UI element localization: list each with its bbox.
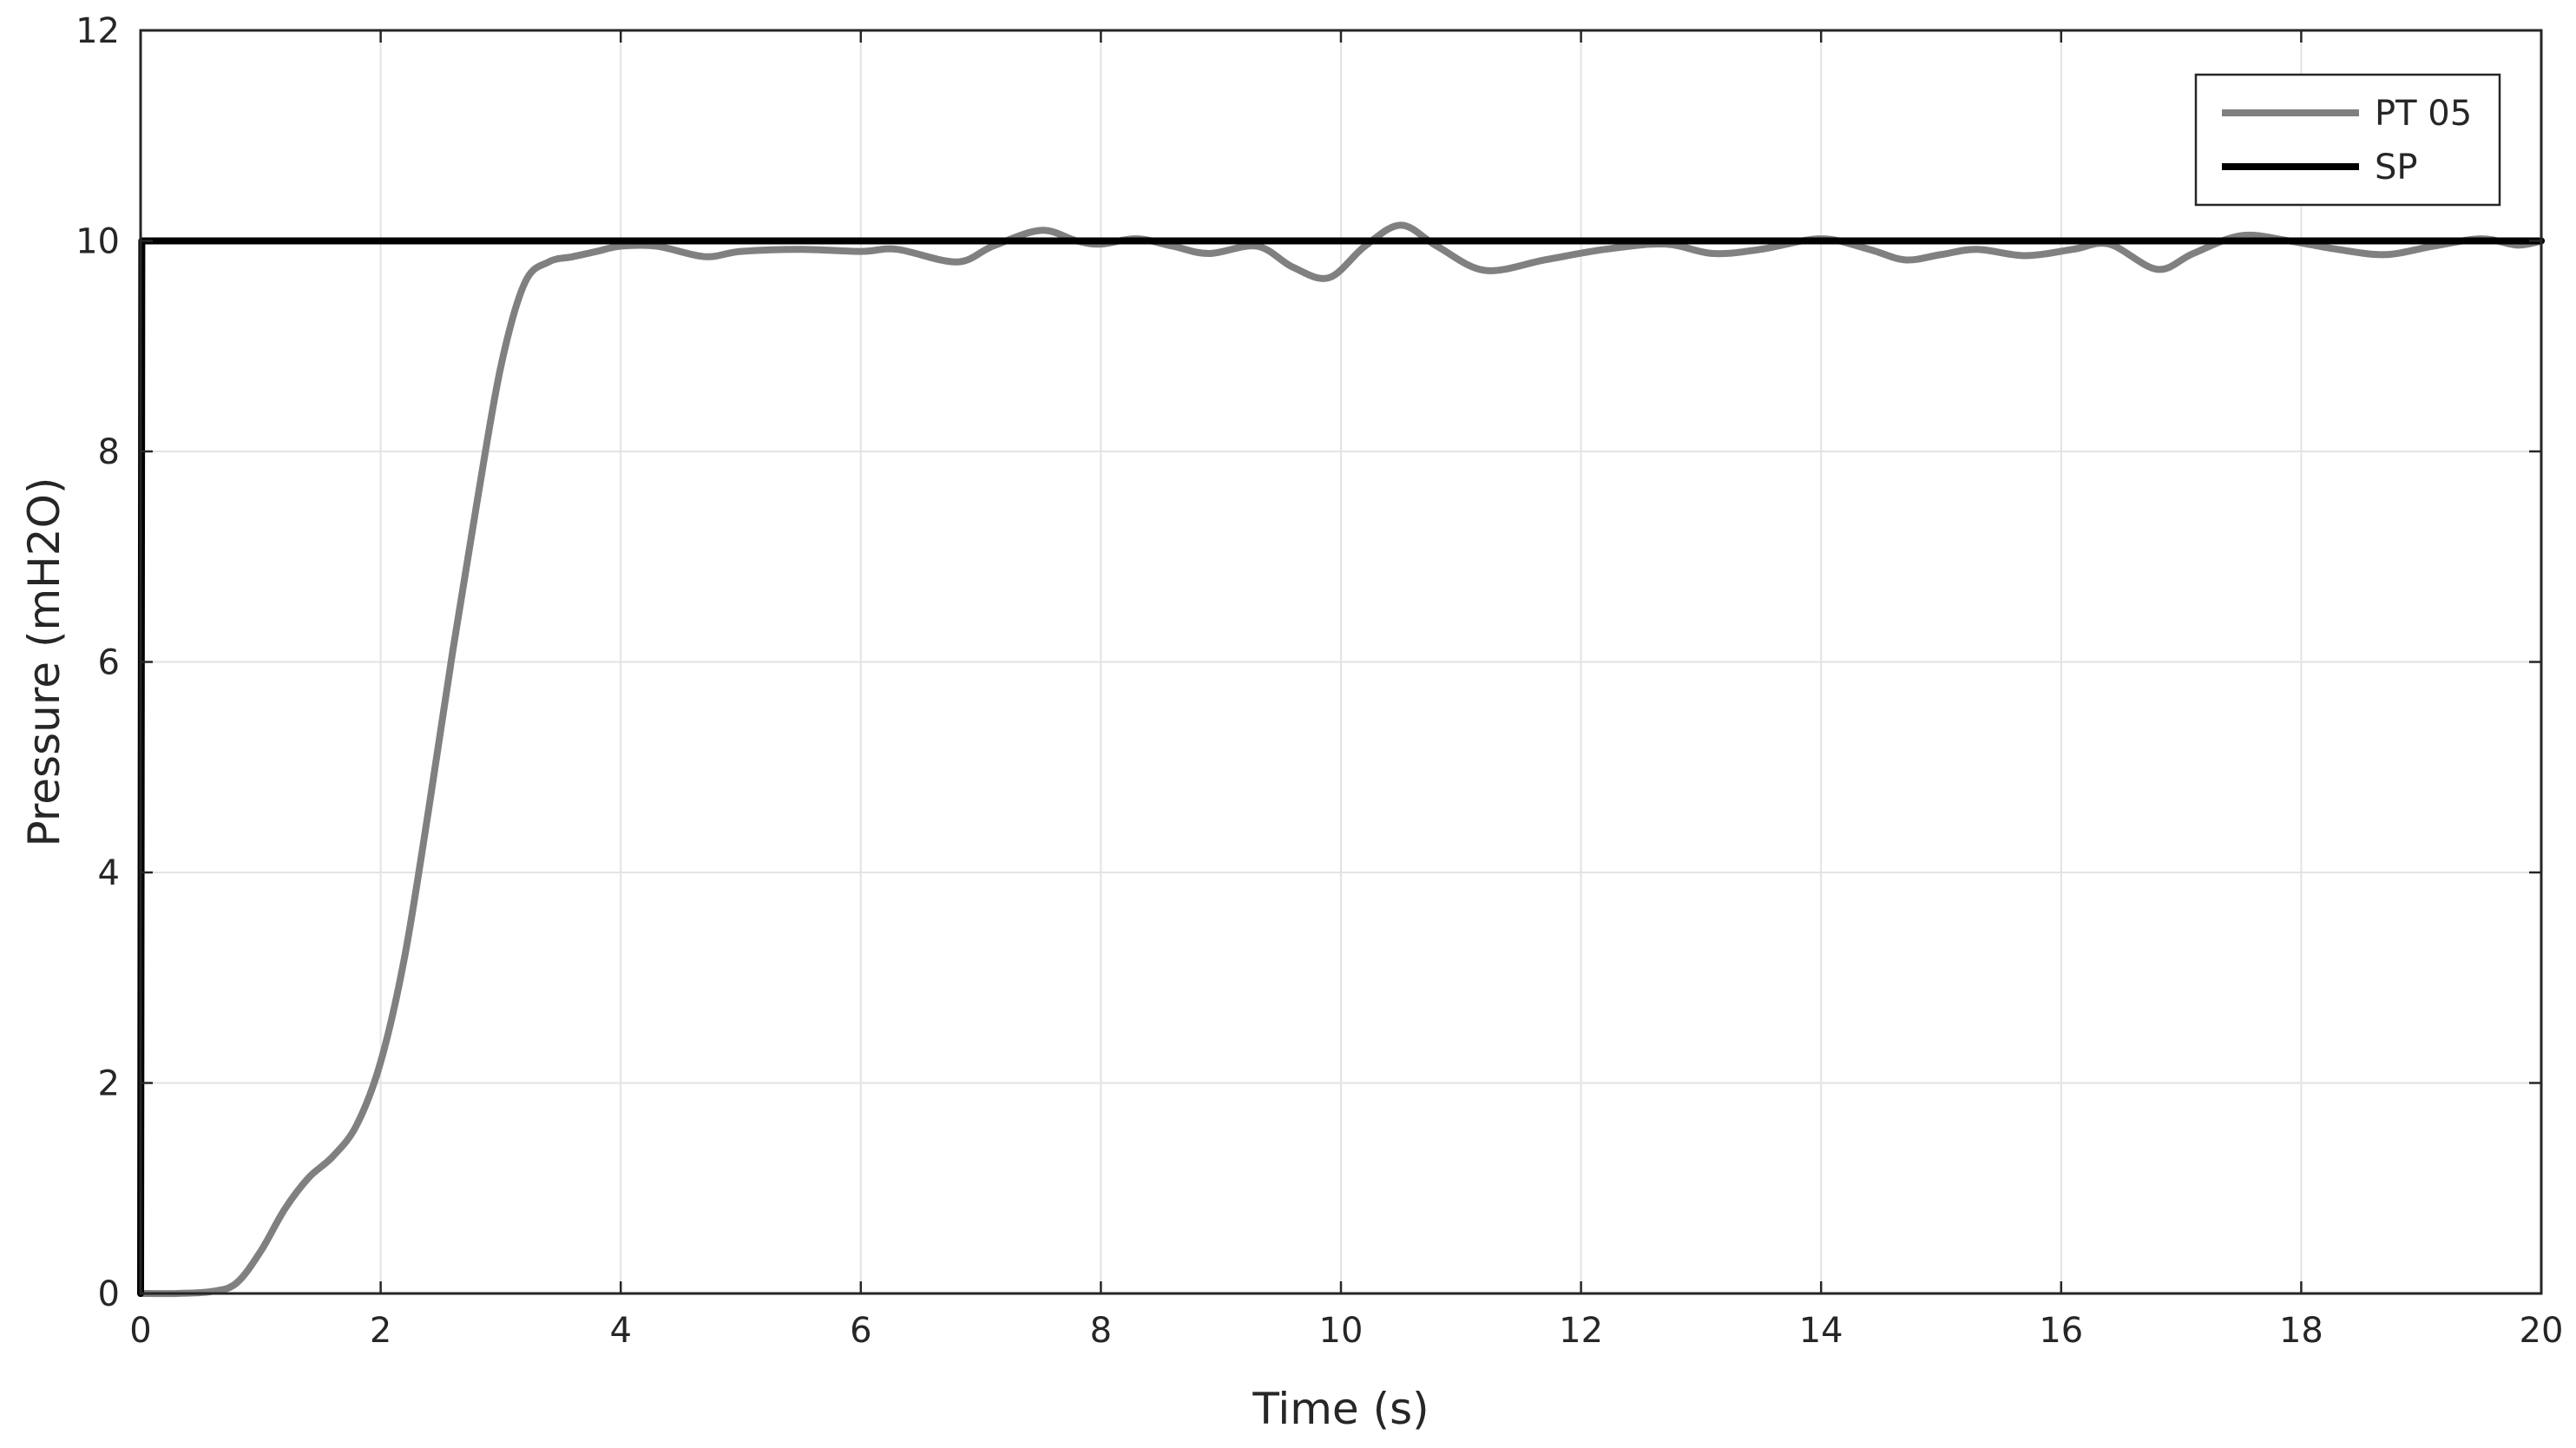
grid bbox=[140, 30, 2542, 1294]
y-tick-label: 0 bbox=[98, 1274, 120, 1314]
tick-labels: 0 2 4 6 8 10 12 14 16 18 20 0 2 4 6 8 10 12 bbox=[76, 11, 2563, 1351]
legend-box bbox=[2194, 73, 2501, 207]
x-tick-label: 16 bbox=[2039, 1311, 2083, 1351]
y-tick-label: 10 bbox=[76, 222, 120, 262]
x-tick-label: 12 bbox=[1559, 1311, 1603, 1351]
y-tick-label: 6 bbox=[98, 643, 120, 683]
legend: PT 05 SP bbox=[2194, 73, 2501, 207]
x-tick-label: 0 bbox=[129, 1311, 151, 1351]
y-tick-label: 2 bbox=[98, 1064, 120, 1104]
y-axis-label: Pressure (mH2O) bbox=[19, 477, 69, 847]
tick-marks bbox=[139, 29, 2543, 1295]
x-tick-label: 20 bbox=[2520, 1311, 2564, 1351]
y-tick-label: 12 bbox=[76, 11, 120, 51]
x-tick-label: 10 bbox=[1319, 1311, 1364, 1351]
x-tick-label: 18 bbox=[2279, 1311, 2323, 1351]
legend-label: PT 05 bbox=[2375, 94, 2472, 134]
y-tick-label: 4 bbox=[98, 853, 120, 893]
x-tick-label: 8 bbox=[1090, 1311, 1112, 1351]
x-tick-label: 6 bbox=[850, 1311, 871, 1351]
x-tick-label: 14 bbox=[1799, 1311, 1843, 1351]
x-tick-label: 4 bbox=[609, 1311, 631, 1351]
legend-label: SP bbox=[2375, 148, 2418, 188]
y-tick-label: 8 bbox=[98, 432, 120, 472]
x-tick-label: 2 bbox=[370, 1311, 391, 1351]
x-axis-label: Time (s) bbox=[1252, 1384, 1429, 1434]
